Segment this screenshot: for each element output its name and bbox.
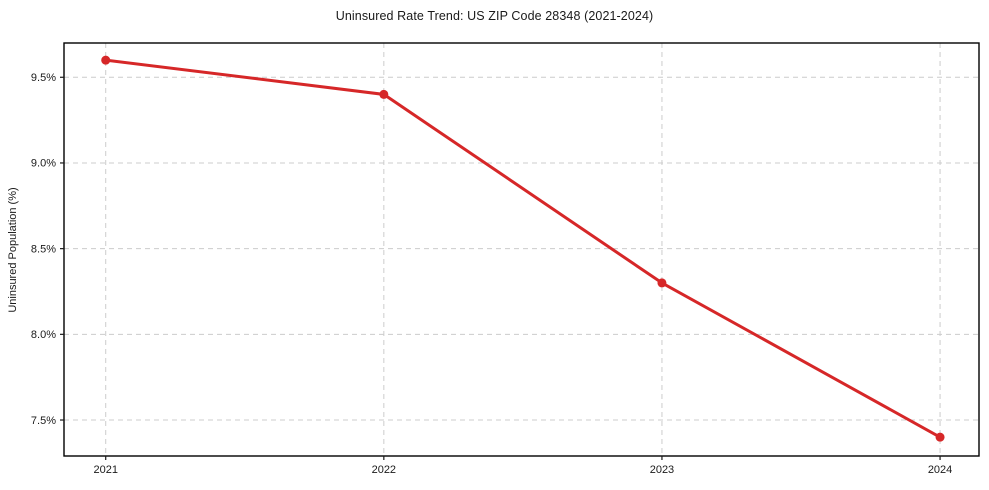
y-tick-label-9.5%: 9.5% xyxy=(31,72,56,84)
y-tick-label-9.0%: 9.0% xyxy=(31,158,56,170)
plot-border xyxy=(63,42,980,457)
x-tick-label-2023: 2023 xyxy=(650,464,674,476)
data-point-2022 xyxy=(379,89,389,99)
y-tick-label-8.5%: 8.5% xyxy=(31,243,56,255)
y-tick-label-7.5%: 7.5% xyxy=(31,415,56,427)
x-tick-label-2022: 2022 xyxy=(372,464,396,476)
x-tick-label-2024: 2024 xyxy=(928,464,952,476)
data-point-2023 xyxy=(657,278,667,288)
data-point-2024 xyxy=(935,432,945,442)
trend-line xyxy=(104,58,942,439)
chart-title: Uninsured Rate Trend: US ZIP Code 28348 … xyxy=(335,9,654,23)
y-tick-label-8.0%: 8.0% xyxy=(31,329,56,341)
data-point-2021 xyxy=(101,55,111,65)
x-tick-label-2021: 2021 xyxy=(93,464,117,476)
